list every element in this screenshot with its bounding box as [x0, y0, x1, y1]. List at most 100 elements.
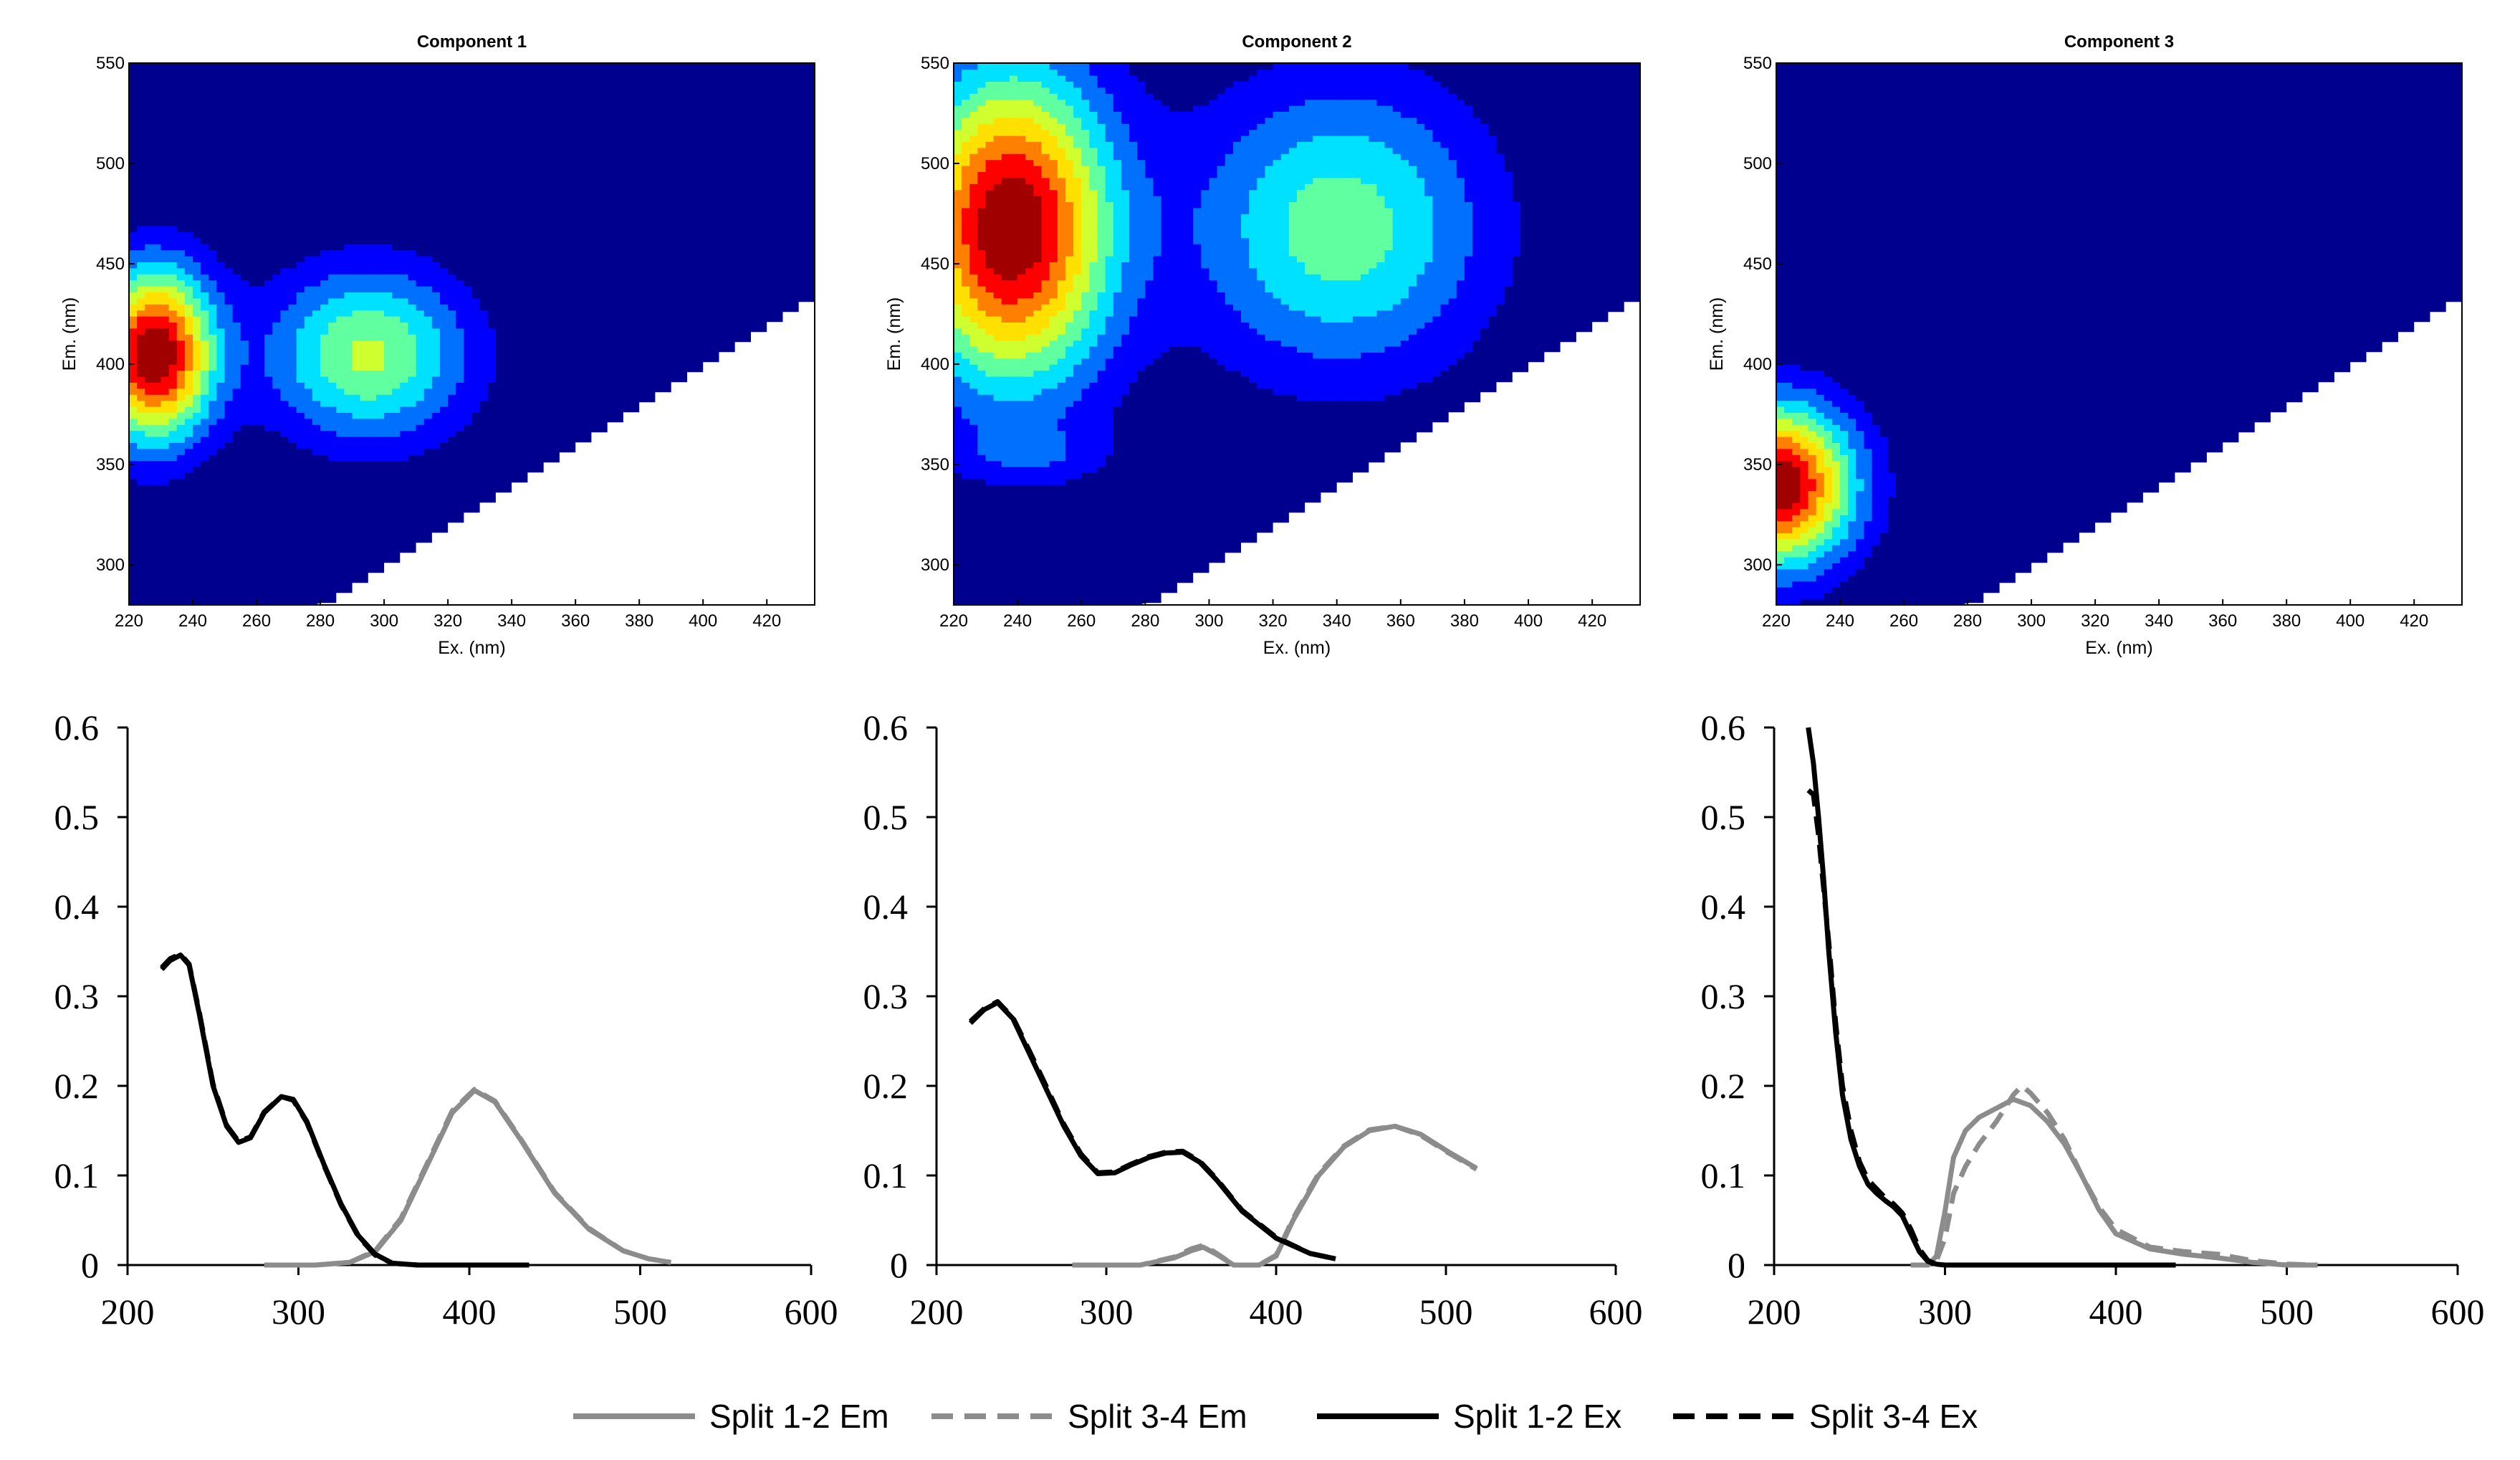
contour-cell	[257, 418, 265, 425]
contour-cell	[288, 123, 297, 130]
contour-cell	[439, 370, 449, 377]
contour-cell	[360, 195, 369, 202]
contour-cell	[137, 153, 146, 161]
contour-cell	[280, 364, 289, 371]
contour-cell	[296, 123, 305, 130]
contour-cell	[184, 466, 193, 473]
contour-cell	[352, 129, 361, 136]
contour-cell	[495, 147, 504, 154]
contour-cell	[161, 280, 170, 287]
contour-cell	[527, 267, 537, 275]
contour-cell	[193, 285, 201, 292]
contour-cell	[392, 292, 401, 299]
contour-cell	[495, 328, 504, 335]
contour-cell	[272, 466, 282, 473]
contour-cell	[153, 364, 162, 371]
contour-cell	[145, 81, 154, 88]
contour-cell	[487, 496, 497, 503]
contour-cell	[168, 563, 178, 570]
contour-cell	[304, 111, 313, 118]
contour-cell	[495, 195, 504, 202]
contour-cell	[137, 334, 146, 341]
contour-cell	[448, 189, 457, 196]
contour-cell	[161, 388, 170, 395]
contour-cell	[504, 412, 512, 419]
contour-cell	[416, 285, 425, 292]
contour-cell	[137, 496, 146, 503]
contour-cell	[264, 334, 274, 341]
contour-cell	[176, 165, 186, 172]
contour-cell	[360, 394, 369, 401]
contour-cell	[431, 388, 441, 395]
contour-cell	[304, 352, 313, 359]
contour-cell	[559, 322, 568, 329]
contour-cell	[375, 376, 385, 383]
contour-cell	[137, 129, 146, 136]
contour-cell	[280, 400, 289, 407]
contour-cell	[129, 310, 138, 317]
contour-cell	[352, 466, 361, 473]
contour-cell	[360, 563, 369, 570]
contour-cell	[272, 195, 282, 202]
contour-cell	[495, 418, 504, 425]
contour-cell	[280, 63, 289, 70]
contour-cell	[344, 485, 353, 492]
contour-cell	[184, 406, 193, 413]
contour-cell	[368, 297, 377, 305]
contour-cell	[400, 244, 409, 251]
contour-cell	[423, 201, 433, 209]
contour-cell	[193, 533, 201, 540]
contour-cell	[280, 304, 289, 311]
contour-cell	[392, 394, 401, 401]
contour-cell	[559, 310, 568, 317]
contour-cell	[280, 424, 289, 431]
contour-cell	[408, 171, 417, 178]
contour-cell	[408, 322, 417, 329]
contour-cell	[527, 285, 537, 292]
contour-cell	[257, 315, 265, 323]
contour-cell	[487, 244, 497, 251]
contour-cell	[423, 135, 433, 142]
contour-cell	[423, 436, 433, 443]
contour-cell	[400, 280, 409, 287]
contour-cell	[336, 508, 345, 515]
contour-cell	[375, 502, 385, 510]
contour-cell	[304, 508, 313, 515]
contour-cell	[392, 267, 401, 275]
contour-cell	[464, 214, 473, 221]
contour-cell	[439, 63, 449, 70]
contour-cell	[280, 141, 289, 148]
contour-cell	[352, 442, 361, 449]
contour-cell	[320, 515, 329, 522]
contour-cell	[280, 99, 289, 106]
contour-cell	[464, 153, 473, 161]
contour-cell	[400, 508, 409, 515]
contour-cell	[248, 267, 257, 275]
contour-cell	[304, 262, 313, 269]
contour-cell	[543, 63, 552, 70]
contour-cell	[320, 225, 329, 232]
contour-cell	[216, 93, 226, 100]
contour-cell	[209, 123, 218, 130]
contour-cell	[248, 490, 257, 497]
contour-cell	[264, 81, 274, 88]
contour-cell	[161, 581, 170, 588]
contour-cell	[567, 340, 576, 347]
contour-cell	[375, 177, 385, 184]
contour-cell	[551, 81, 560, 88]
contour-cell	[336, 105, 345, 112]
contour-cell	[296, 310, 305, 317]
contour-cell	[416, 225, 425, 232]
contour-cell	[543, 81, 552, 88]
contour-cell	[184, 545, 193, 552]
contour-cell	[168, 370, 178, 377]
contour-cell	[145, 424, 154, 431]
contour-cell	[543, 297, 552, 305]
contour-cell	[384, 183, 393, 191]
contour-cell	[193, 195, 201, 202]
contour-cell	[512, 255, 521, 262]
contour-cell	[448, 274, 457, 281]
contour-cell	[248, 117, 257, 124]
contour-cell	[344, 147, 353, 154]
contour-cell	[352, 135, 361, 142]
